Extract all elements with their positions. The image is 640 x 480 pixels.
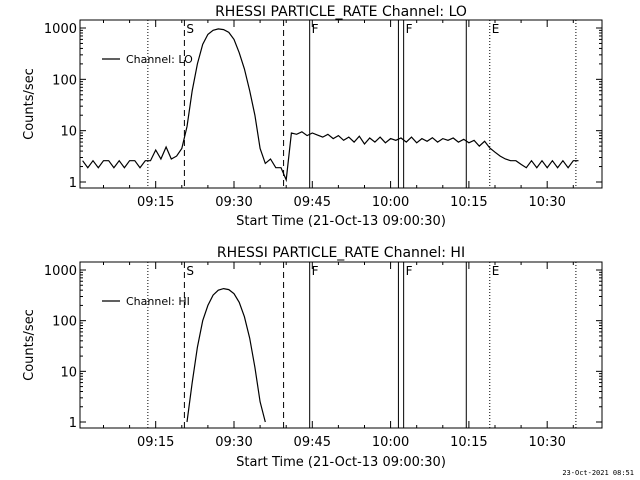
series-line bbox=[186, 287, 266, 423]
y-axis-label: Counts/sec bbox=[22, 68, 37, 140]
legend-label: Channel: HI bbox=[126, 295, 190, 308]
chart-title: RHESSI PARTICLE_RATE Channel: LO bbox=[215, 4, 467, 20]
time-marker-label: E bbox=[492, 22, 500, 36]
time-marker-label: F bbox=[406, 264, 413, 278]
time-marker-label: F bbox=[406, 22, 413, 36]
chart-title: RHESSI PARTICLE_RATE Channel: HI bbox=[217, 245, 465, 261]
x-tick-label: 09:30 bbox=[215, 435, 252, 450]
x-tick-label: 09:45 bbox=[294, 435, 331, 450]
footer-timestamp: 23-Oct-2021 08:51 bbox=[562, 469, 634, 477]
chart-panel-2: RHESSI PARTICLE_RATE Channel: HI 1 10 100 10… bbox=[22, 245, 603, 470]
y-tick-label: 1 bbox=[69, 176, 77, 191]
time-marker-label: S bbox=[186, 22, 194, 36]
x-tick-label: 10:00 bbox=[372, 195, 409, 210]
series-line bbox=[82, 28, 579, 183]
y-tick-label: 10 bbox=[60, 365, 77, 380]
time-marker-label: S bbox=[186, 264, 194, 278]
y-tick-label: 100 bbox=[52, 315, 77, 330]
y-tick-label: 1000 bbox=[44, 22, 77, 37]
x-tick-label: 10:30 bbox=[528, 195, 565, 210]
y-tick-label: 1 bbox=[69, 416, 77, 431]
y-axis-label: Counts/sec bbox=[22, 309, 37, 381]
x-tick-label: 09:15 bbox=[137, 195, 174, 210]
legend-label: Channel: LO bbox=[126, 53, 193, 66]
x-tick-label: 09:30 bbox=[215, 195, 252, 210]
x-tick-label: 10:00 bbox=[372, 435, 409, 450]
chart-panel-1: RHESSI PARTICLE_RATE Channel: LO 1 10 100 10… bbox=[22, 4, 603, 229]
x-tick-label: 10:15 bbox=[450, 195, 487, 210]
time-marker-label: F bbox=[312, 22, 319, 36]
x-tick-label: 09:45 bbox=[294, 195, 331, 210]
plot-frame bbox=[79, 19, 603, 189]
x-axis-label: Start Time (21-Oct-13 09:00:30) bbox=[236, 455, 446, 470]
y-tick-label: 100 bbox=[52, 73, 77, 88]
plot-frame bbox=[79, 261, 603, 429]
time-marker-label: F bbox=[312, 264, 319, 278]
x-tick-label: 10:15 bbox=[450, 435, 487, 450]
x-tick-label: 10:30 bbox=[528, 435, 565, 450]
time-marker-label: E bbox=[492, 264, 500, 278]
x-axis-label: Start Time (21-Oct-13 09:00:30) bbox=[236, 214, 446, 229]
x-tick-label: 09:15 bbox=[137, 435, 174, 450]
y-tick-label: 10 bbox=[60, 125, 77, 140]
y-tick-label: 1000 bbox=[44, 264, 77, 279]
